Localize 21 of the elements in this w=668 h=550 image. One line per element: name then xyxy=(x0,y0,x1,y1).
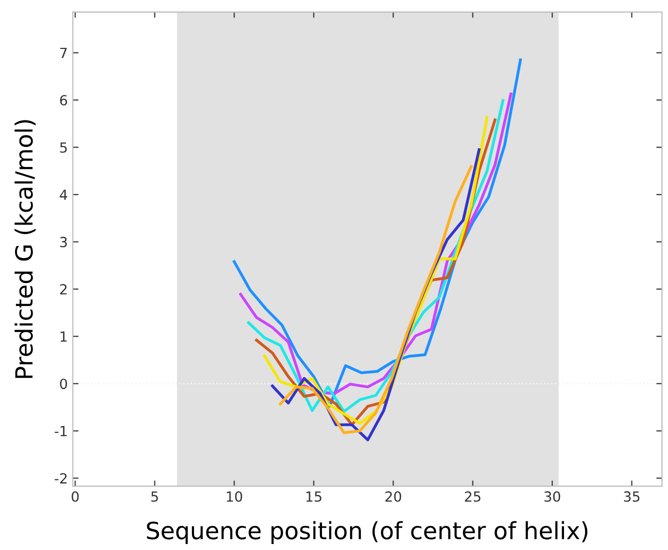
y-tick-label: 0 xyxy=(60,378,68,390)
x-axis-title: Sequence position (of center of helix) xyxy=(146,521,588,544)
y-tick-label: 3 xyxy=(60,236,67,248)
x-tick-label: 30 xyxy=(544,491,560,502)
x-tick-label: 20 xyxy=(385,491,402,502)
y-tick-label: -2 xyxy=(54,473,67,484)
y-tick-label: 1 xyxy=(60,332,67,342)
y-tick-label: 6 xyxy=(60,94,68,106)
y-tick-label: 7 xyxy=(60,48,67,58)
y-tick-label: -1 xyxy=(54,426,67,436)
x-tick-label: 10 xyxy=(226,491,242,502)
y-tick-label: 2 xyxy=(60,284,67,294)
x-tick-label: 35 xyxy=(624,491,640,502)
x-tick-label: 0 xyxy=(72,491,79,502)
y-tick-label: 5 xyxy=(60,142,67,153)
x-tick-label: 5 xyxy=(151,491,158,502)
y-axis-title: Predicted G (kcal/mol) xyxy=(14,120,36,378)
line-series xyxy=(278,165,473,434)
x-tick-label: 25 xyxy=(464,491,480,502)
y-tick-label: 4 xyxy=(60,190,68,200)
x-tick-label: 15 xyxy=(306,491,322,502)
